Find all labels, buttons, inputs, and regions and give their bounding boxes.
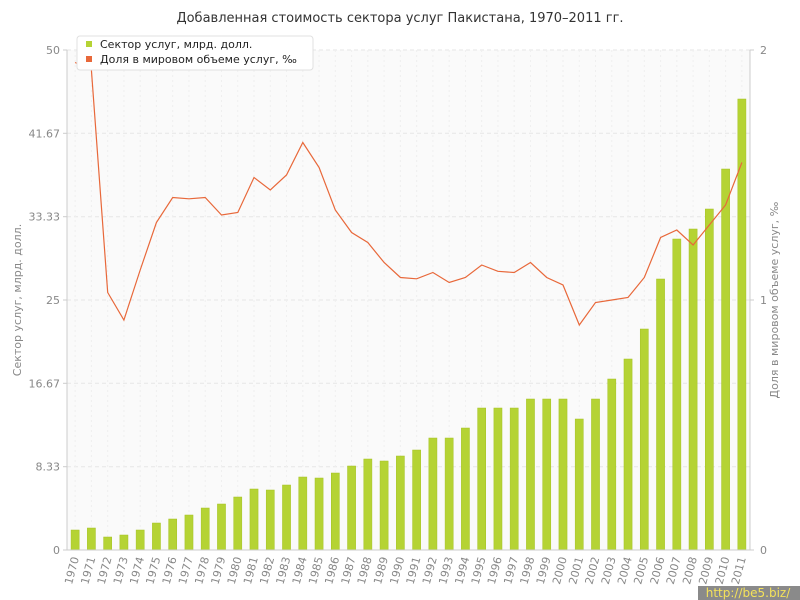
bar — [103, 536, 112, 551]
bar — [574, 418, 584, 551]
bar — [265, 489, 275, 551]
bar — [217, 503, 226, 551]
legend-swatch — [86, 56, 92, 62]
bar — [607, 378, 617, 551]
legend-box — [76, 35, 314, 71]
y-tick-left: 8.33 — [36, 461, 61, 474]
chart-title: Добавленная стоимость сектора услуг Паки… — [176, 11, 623, 26]
y-tick-left: 50 — [46, 44, 60, 57]
bar — [249, 488, 259, 551]
left-axis-ticks: 0 8.33 16.67 25 33.33 41.67 50 — [29, 44, 67, 557]
bar — [542, 398, 552, 551]
bar — [721, 168, 730, 551]
watermark[interactable]: http://be5.biz/ — [698, 586, 800, 600]
y-axis-label-left: Сектор услуг, млрд. долл. — [11, 224, 24, 376]
bar — [87, 527, 96, 551]
bar — [152, 522, 161, 551]
bar — [639, 328, 649, 551]
bar — [168, 518, 178, 551]
bar — [591, 398, 600, 551]
bar — [314, 477, 324, 551]
bar — [623, 358, 633, 551]
y-tick-left: 0 — [53, 544, 60, 557]
bar — [363, 458, 373, 551]
bar — [705, 208, 714, 551]
bar — [233, 496, 243, 551]
right-axis-ticks: 0 1 2 — [750, 44, 767, 557]
y-tick-right: 1 — [760, 294, 767, 307]
legend-entry[interactable]: Сектор услуг, млрд. долл. — [100, 38, 252, 51]
y-tick-right: 0 — [760, 544, 767, 557]
bar-series — [70, 98, 747, 551]
legend-entry[interactable]: Доля в мировом объеме услуг, ‰ — [100, 53, 297, 66]
bar — [331, 472, 340, 551]
bar — [135, 529, 145, 551]
legend-swatch — [86, 41, 92, 47]
bar — [396, 455, 405, 551]
watermark-link[interactable]: http://be5.biz/ — [706, 586, 791, 600]
bar — [656, 278, 665, 551]
bar — [184, 514, 194, 551]
y-tick-left: 16.67 — [29, 377, 61, 390]
bar — [509, 407, 519, 551]
bar — [200, 507, 210, 551]
bar — [444, 437, 454, 551]
bar — [412, 449, 421, 551]
line-path — [74, 61, 743, 327]
bar — [672, 238, 682, 551]
y-tick-right: 2 — [760, 44, 767, 57]
bar — [428, 437, 438, 551]
legend: Сектор услуг, млрд. долл. Доля в мировом … — [76, 35, 314, 71]
bar — [347, 465, 356, 551]
bar — [461, 427, 470, 551]
bar — [737, 98, 747, 551]
y-tick-left: 33.33 — [29, 211, 61, 224]
bar — [688, 228, 698, 551]
bar — [119, 534, 129, 551]
bar — [493, 407, 503, 551]
bar — [526, 398, 535, 551]
y-tick-left: 41.67 — [29, 127, 61, 140]
bar — [558, 398, 568, 551]
x-axis-ticks: 1970197119721973197419751976197719781979… — [62, 555, 749, 585]
line-series — [74, 61, 743, 327]
bar — [298, 476, 308, 551]
bar — [70, 529, 80, 551]
bar — [282, 484, 291, 551]
bar — [379, 460, 389, 551]
y-axis-label-right: Доля в мировом объеме услуг, ‰ — [768, 201, 781, 398]
bar — [477, 407, 486, 551]
y-tick-left: 25 — [46, 294, 60, 307]
